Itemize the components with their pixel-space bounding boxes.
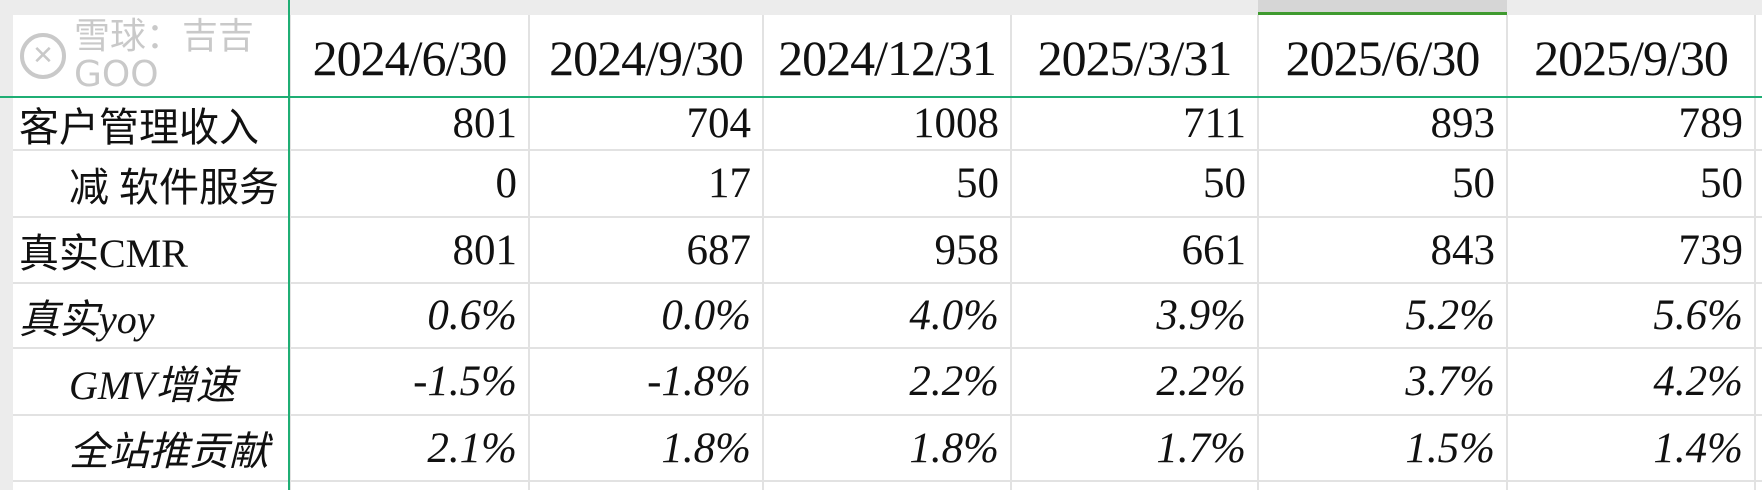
data-cell[interactable]: 1.5%: [1405, 424, 1495, 472]
gridline-horizontal: [13, 216, 1762, 218]
data-cell[interactable]: 661: [1181, 226, 1247, 274]
column-header-cell[interactable]: 2024/9/30: [549, 30, 744, 86]
data-cell[interactable]: 711: [1183, 100, 1246, 147]
xueqiu-logo-icon: ✕: [20, 33, 66, 79]
data-cell[interactable]: 1.8%: [909, 424, 999, 472]
column-header-cell[interactable]: 2024/12/31: [778, 30, 997, 86]
data-cell[interactable]: 50: [1203, 160, 1246, 207]
data-cell[interactable]: 50: [956, 160, 999, 207]
gridline-vertical: [1506, 15, 1508, 490]
data-cell[interactable]: 801: [452, 100, 518, 147]
data-cell[interactable]: 50: [1452, 160, 1495, 207]
row-label-cell[interactable]: 全站推贡献: [69, 429, 269, 474]
watermark-text: 雪球：吉吉GOO: [74, 16, 255, 95]
row-label-cell[interactable]: 真实CMR: [19, 231, 188, 276]
column-header-cell[interactable]: 2025/6/30: [1285, 30, 1481, 86]
data-cell[interactable]: 893: [1430, 100, 1496, 147]
data-cell[interactable]: 1.4%: [1653, 424, 1743, 472]
data-cell[interactable]: 1.7%: [1156, 424, 1246, 472]
data-cell[interactable]: 5.2%: [1405, 292, 1495, 339]
data-cell[interactable]: 5.6%: [1653, 292, 1743, 339]
data-cell[interactable]: 843: [1430, 226, 1496, 274]
data-cell[interactable]: 1008: [913, 100, 999, 147]
row-label-cell[interactable]: 真实yoy: [19, 296, 155, 342]
row-header-strip: [0, 15, 13, 490]
data-cell[interactable]: 4.2%: [1653, 358, 1743, 405]
data-cell[interactable]: 3.9%: [1156, 292, 1246, 339]
data-cell[interactable]: 17: [708, 160, 751, 207]
row-label-cell[interactable]: 客户管理收入: [19, 104, 259, 150]
watermark: ✕ 雪球：吉吉GOO: [20, 16, 282, 96]
gridline-vertical: [528, 15, 530, 490]
freeze-pane-vertical-line: [288, 0, 290, 490]
data-cell[interactable]: 789: [1678, 100, 1744, 147]
column-header-cell[interactable]: 2025/9/30: [1534, 30, 1729, 86]
gridline-horizontal: [13, 480, 1762, 482]
gridline-vertical: [762, 15, 764, 490]
data-cell[interactable]: 2.2%: [909, 358, 999, 405]
gridline-horizontal: [13, 282, 1762, 284]
data-cell[interactable]: -1.5%: [413, 358, 517, 405]
data-cell[interactable]: 0.6%: [427, 292, 517, 339]
spreadsheet-grid: [13, 15, 1762, 490]
row-label-cell[interactable]: GMV增速: [69, 362, 236, 408]
column-header-cell[interactable]: 2024/6/30: [312, 30, 508, 86]
data-cell[interactable]: 3.7%: [1405, 358, 1495, 405]
row-label-cell[interactable]: 减 软件服务: [69, 164, 279, 210]
data-cell[interactable]: 1.8%: [661, 424, 751, 472]
data-cell[interactable]: 958: [934, 226, 1000, 274]
selected-column-header[interactable]: [1258, 0, 1507, 15]
column-header-cell[interactable]: 2025/3/31: [1037, 30, 1233, 86]
data-cell[interactable]: 2.2%: [1156, 358, 1246, 405]
gridline-vertical: [1754, 15, 1756, 490]
gridline-horizontal: [13, 347, 1762, 349]
data-cell[interactable]: 50: [1700, 160, 1743, 207]
freeze-pane-horizontal-line: [0, 96, 1762, 98]
data-cell[interactable]: 0: [495, 160, 518, 207]
data-cell[interactable]: 2.1%: [427, 424, 517, 472]
data-cell[interactable]: 739: [1678, 226, 1744, 274]
data-cell[interactable]: 4.0%: [909, 292, 999, 339]
gridline-vertical: [1257, 15, 1259, 490]
data-cell[interactable]: -1.8%: [647, 358, 751, 405]
data-cell[interactable]: 704: [686, 100, 752, 147]
data-cell[interactable]: 687: [686, 226, 752, 274]
gridline-horizontal: [13, 414, 1762, 416]
data-cell[interactable]: 0.0%: [661, 292, 751, 339]
gridline-horizontal: [13, 149, 1762, 151]
gridline-vertical: [1010, 15, 1012, 490]
gridline-vertical: [289, 15, 291, 490]
data-cell[interactable]: 801: [452, 226, 518, 274]
